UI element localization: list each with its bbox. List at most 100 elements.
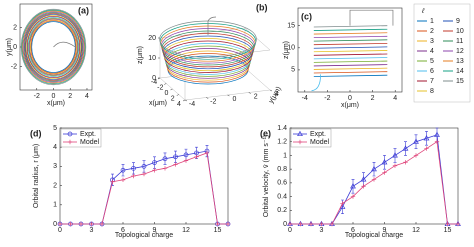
point	[319, 221, 324, 227]
y-tick-label: 10	[287, 45, 295, 52]
y-tick-label: 1	[53, 202, 57, 209]
trajectory	[26, 15, 81, 79]
x-tick-label: 12	[412, 227, 420, 234]
point	[68, 221, 73, 227]
z-axis-label: z(μm)	[137, 46, 144, 64]
legend-label: 15	[456, 78, 464, 85]
y-axis-label: Orbital radius, r (μm)	[33, 144, 40, 208]
trajectory	[30, 20, 77, 74]
x-axis-label: Topological charge	[115, 232, 173, 239]
x-tick-label: -4	[151, 79, 157, 86]
point	[225, 221, 231, 227]
trajectory	[313, 28, 388, 31]
x-tick-label: 0	[52, 93, 56, 100]
x-tick-label: 15	[214, 227, 222, 234]
panel-label: (c)	[301, 11, 312, 21]
y-tick-label: 1.2	[277, 139, 287, 146]
legend-marker	[67, 139, 73, 145]
legend-label: 12	[456, 48, 464, 55]
point	[402, 145, 409, 151]
plot-frame	[59, 127, 229, 225]
trajectory	[313, 74, 388, 77]
legend-label: 4	[430, 48, 434, 55]
point	[382, 170, 387, 175]
y-tick-label: 0.6	[277, 180, 287, 187]
trajectory	[21, 9, 86, 85]
point	[455, 221, 461, 227]
legend-label: Expt.	[310, 131, 326, 138]
point	[350, 194, 356, 199]
legend-label: 9	[456, 18, 460, 25]
x-tick	[164, 83, 167, 85]
x-tick	[182, 99, 186, 102]
x-tick-label: -2	[34, 93, 40, 100]
y-tick-label: 2	[53, 182, 57, 189]
point	[371, 177, 377, 182]
point	[173, 162, 178, 167]
point	[350, 183, 356, 189]
point	[423, 135, 430, 141]
x-tick-label: 0	[288, 227, 292, 234]
trajectory-start	[349, 9, 394, 26]
y-tick	[206, 97, 209, 99]
y-tick	[184, 99, 188, 102]
point	[413, 153, 419, 158]
trajectory	[24, 13, 83, 81]
error-bar	[121, 164, 125, 177]
panel-label: (b)	[256, 2, 268, 12]
trajectory	[22, 10, 85, 84]
point	[360, 176, 367, 182]
point	[183, 152, 189, 158]
point	[403, 160, 408, 165]
x-tick-label: 0	[348, 95, 352, 102]
x-tick-label: 2	[171, 95, 175, 102]
point	[413, 138, 419, 144]
legend-label: 2	[430, 28, 434, 35]
trajectory	[313, 53, 388, 56]
x-tick-label: 6	[121, 227, 125, 234]
trajectory	[313, 60, 388, 63]
error-bar	[372, 161, 376, 177]
point	[152, 168, 157, 173]
x-tick-label: 12	[182, 227, 190, 234]
trajectory	[28, 17, 79, 77]
x-tick-label: 9	[383, 227, 387, 234]
x-axis-label: x(μm)	[341, 102, 359, 109]
x-tick	[170, 88, 173, 91]
z-tick-label: 20	[148, 35, 156, 42]
trajectory	[313, 42, 388, 46]
y-tick-label: 0.8	[277, 166, 287, 173]
y-tick-label: 0.2	[277, 207, 287, 214]
y-tick-label: 5	[53, 125, 57, 132]
legend-label: 7	[430, 78, 434, 85]
y-tick-label: 2	[254, 93, 258, 100]
point	[298, 221, 303, 227]
trajectory	[313, 50, 388, 53]
x-tick	[176, 94, 179, 96]
y-tick	[227, 94, 230, 97]
x-tick-label: 4	[85, 93, 89, 100]
y-axis-label: y(μm)	[268, 86, 283, 105]
point	[329, 221, 335, 227]
z-tick-label: 0	[152, 75, 156, 82]
series-line	[290, 141, 458, 225]
point	[215, 221, 220, 227]
panel-label: (d)	[30, 128, 42, 138]
legend-label: 13	[456, 58, 464, 65]
point	[361, 184, 366, 189]
point	[287, 221, 293, 227]
x-tick-label: 0	[165, 90, 169, 97]
y-tick-label: 3	[53, 163, 57, 170]
legend-label: 8	[430, 88, 434, 95]
trajectory	[313, 71, 388, 74]
y-axis-label: y(μm)	[6, 38, 13, 56]
point	[162, 166, 168, 171]
x-tick-label: 3	[90, 227, 94, 234]
x-tick-label: 3	[320, 227, 324, 234]
point	[445, 221, 450, 227]
trajectory	[167, 55, 249, 85]
trajectory	[27, 16, 80, 78]
x-tick-label: 2	[68, 93, 72, 100]
legend-marker	[67, 131, 73, 137]
point	[340, 201, 345, 206]
